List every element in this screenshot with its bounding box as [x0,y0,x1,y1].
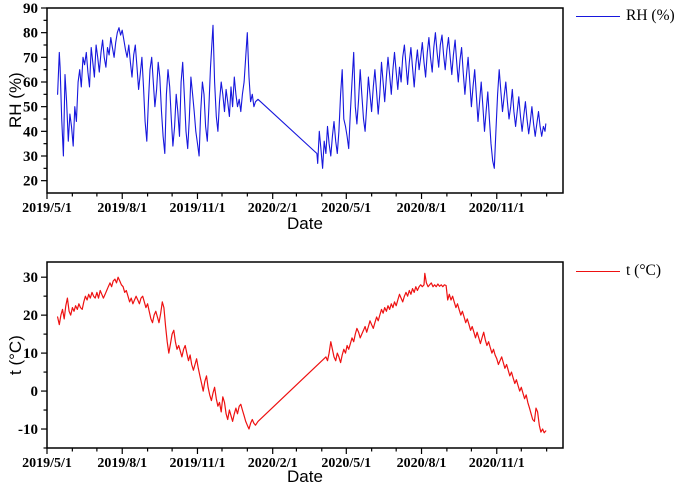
temperature-chart-series-line [56,272,547,434]
temperature-legend-line-icon [576,270,620,272]
svg-text:30: 30 [23,270,38,286]
svg-text:2020/11/1: 2020/11/1 [469,456,525,471]
rh-legend: RH (%) [576,7,675,25]
svg-text:-10: -10 [18,422,38,438]
temperature-x-axis-title: Date [287,467,323,486]
svg-text:2020/8/1: 2020/8/1 [397,456,447,471]
svg-text:10: 10 [23,346,38,362]
rh-plot-svg: 20 30 40 50 60 70 80 90 2019/5/1 2019/8/1 2019/11/… [22,1,564,216]
svg-text:30: 30 [23,149,38,165]
temperature-legend: t (°C) [576,262,661,280]
rh-legend-line-icon [576,15,620,17]
svg-text:90: 90 [23,1,38,17]
svg-text:70: 70 [23,50,38,66]
svg-text:2019/8/1: 2019/8/1 [97,201,147,216]
relative-humidity-chart-frame [46,7,564,194]
rh-legend-label: RH (%) [626,7,675,24]
svg-text:0: 0 [31,384,39,400]
svg-text:2020/11/1: 2020/11/1 [469,201,525,216]
svg-text:2020/5/1: 2020/5/1 [321,456,371,471]
temperature-y-axis-title: t (°C) [6,335,25,375]
svg-text:40: 40 [23,124,38,140]
svg-text:2019/8/1: 2019/8/1 [97,456,147,471]
svg-text:80: 80 [23,26,38,42]
rh-x-axis-title: Date [287,214,323,233]
svg-text:2019/5/1: 2019/5/1 [22,201,72,216]
temperature-chart-tick-labels: -10 0 10 20 30 2019/5/1 2019/8/1 2019/11/1 2020/… [18,270,525,471]
svg-text:2020/8/1: 2020/8/1 [397,201,447,216]
temperature-chart-axes [41,261,564,454]
rh-y-axis-title: RH (%) [6,72,25,129]
svg-text:60: 60 [23,75,38,91]
svg-text:2019/5/1: 2019/5/1 [22,456,72,471]
svg-text:20: 20 [23,308,38,324]
svg-text:2020/2/1: 2020/2/1 [248,201,298,216]
relative-humidity-chart-series-line [57,24,547,169]
temperature-plot-svg: -10 0 10 20 30 2019/5/1 2019/8/1 2019/11/1 2020/… [18,261,564,471]
svg-text:2020/2/1: 2020/2/1 [248,456,298,471]
temperature-legend-label: t (°C) [626,262,662,279]
temperature-chart-frame [46,261,564,449]
svg-text:20: 20 [23,174,38,190]
svg-text:2019/11/1: 2019/11/1 [169,456,225,471]
svg-text:50: 50 [23,100,38,116]
relative-humidity-chart-tick-labels: 20 30 40 50 60 70 80 90 2019/5/1 2019/8/1 2019/11/… [22,1,525,216]
svg-text:2020/5/1: 2020/5/1 [321,201,371,216]
svg-text:2019/11/1: 2019/11/1 [169,201,225,216]
relative-humidity-chart-axes [41,7,564,199]
